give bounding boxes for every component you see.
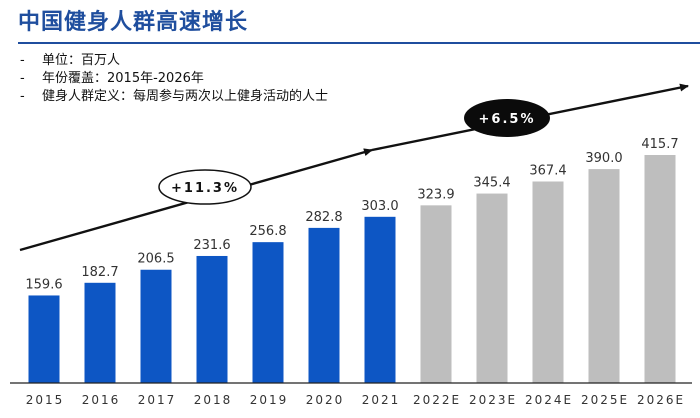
- bar-2019: [252, 242, 284, 383]
- note-bullet: -: [20, 89, 25, 104]
- title-underline: [18, 42, 700, 44]
- x-tick-2018: 2018: [194, 393, 233, 407]
- x-tick-2026E: 2026E: [637, 393, 685, 407]
- cagr-actual-label: +11.3%: [171, 181, 239, 196]
- bar-2021: [364, 216, 396, 383]
- bar-2023E: [476, 193, 508, 383]
- value-label-2017: 206.5: [137, 252, 174, 267]
- note-item: - 单位：百万人: [20, 52, 328, 70]
- annotations-layer: +11.3% +6.5%: [19, 83, 689, 252]
- x-tick-2023E: 2023E: [469, 393, 517, 407]
- x-tick-2021: 2021: [362, 393, 401, 407]
- notes-list: - 单位：百万人 - 年份覆盖：2015年-2026年 - 健身人群定义：每周参与两次…: [20, 52, 328, 106]
- x-tick-2017: 2017: [138, 393, 177, 407]
- bar-2018: [196, 255, 228, 383]
- note-item: - 年份覆盖：2015年-2026年: [20, 70, 328, 88]
- bar-2024E: [532, 181, 564, 383]
- value-label-2025E: 390.0: [585, 151, 622, 166]
- page-title: 中国健身人群高速增长: [18, 10, 249, 35]
- bar-2020: [308, 227, 340, 383]
- bar-2015: [28, 295, 60, 383]
- bar-2017: [140, 269, 172, 383]
- value-label-2026E: 415.7: [641, 137, 678, 152]
- x-tick-2025E: 2025E: [581, 393, 629, 407]
- cagr-forecast-ellipse: [464, 99, 550, 137]
- x-tick-2020: 2020: [306, 393, 345, 407]
- note-bullet: -: [20, 53, 25, 68]
- bar-2016: [84, 282, 116, 383]
- bar-2025E: [588, 169, 620, 383]
- value-label-2020: 282.8: [305, 210, 342, 225]
- note-definition: 健身人群定义：每周参与两次以上健身活动的人士: [42, 89, 329, 104]
- x-tick-2016: 2016: [82, 393, 121, 407]
- value-label-2016: 182.7: [81, 265, 118, 280]
- x-tick-2019: 2019: [250, 393, 289, 407]
- x-tick-2015: 2015: [26, 393, 65, 407]
- value-label-2024E: 367.4: [529, 163, 566, 178]
- cagr-actual-ellipse: [158, 169, 252, 205]
- value-label-2023E: 345.4: [473, 176, 510, 191]
- value-label-2021: 303.0: [361, 199, 398, 214]
- bar-2026E: [644, 155, 676, 383]
- x-tick-2022E: 2022E: [413, 393, 461, 407]
- value-label-2018: 231.6: [193, 238, 230, 253]
- note-years: 年份覆盖：2015年-2026年: [42, 71, 204, 86]
- bar-2022E: [420, 205, 452, 383]
- note-unit: 单位：百万人: [42, 53, 121, 68]
- x-tick-2024E: 2024E: [525, 393, 573, 407]
- value-label-2022E: 323.9: [417, 187, 454, 202]
- note-bullet: -: [20, 71, 25, 86]
- value-label-2019: 256.8: [249, 224, 286, 239]
- cagr-forecast-label: +6.5%: [479, 112, 536, 127]
- bars-layer: 159.6 2015 182.7 2016 206.5 2017 231.6 2018 256.…: [10, 137, 692, 407]
- note-item: - 健身人群定义：每周参与两次以上健身活动的人士: [20, 88, 328, 106]
- value-label-2015: 159.6: [25, 277, 62, 292]
